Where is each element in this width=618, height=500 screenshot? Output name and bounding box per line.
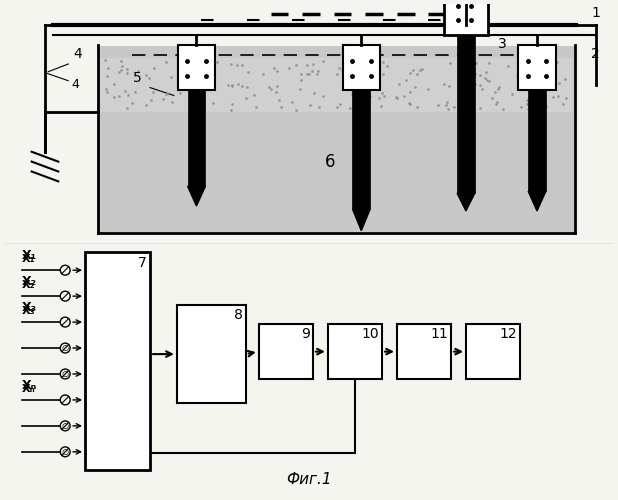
Text: 8: 8 <box>234 308 243 322</box>
Bar <box>528 88 546 191</box>
Text: 11: 11 <box>430 328 448 342</box>
Text: 2: 2 <box>591 47 600 61</box>
Bar <box>444 0 488 36</box>
Bar <box>466 324 520 379</box>
Text: 3: 3 <box>497 37 506 51</box>
Text: 1: 1 <box>591 6 600 20</box>
Text: 5: 5 <box>133 70 142 85</box>
Text: X₂: X₂ <box>22 275 36 288</box>
Text: 10: 10 <box>362 328 379 342</box>
Text: $\varnothing$: $\varnothing$ <box>61 447 69 457</box>
Polygon shape <box>188 186 205 206</box>
Text: 9: 9 <box>301 328 310 342</box>
Text: Xₙ: Xₙ <box>22 384 35 394</box>
Text: X₁: X₁ <box>22 250 37 262</box>
Text: X₃: X₃ <box>22 306 35 316</box>
Bar <box>99 58 572 112</box>
Text: 4: 4 <box>71 78 79 91</box>
Bar <box>342 45 380 90</box>
Bar <box>352 88 370 209</box>
Text: 4: 4 <box>73 47 82 61</box>
Text: Фиг.1: Фиг.1 <box>286 472 332 488</box>
Bar <box>457 36 475 193</box>
Text: Xₙ: Xₙ <box>22 379 37 392</box>
Bar <box>188 88 205 186</box>
Bar <box>519 45 556 90</box>
Bar <box>259 324 313 379</box>
Bar <box>178 45 215 90</box>
Polygon shape <box>457 193 475 211</box>
Text: 7: 7 <box>137 256 146 270</box>
Bar <box>328 324 382 379</box>
Text: X₁: X₁ <box>22 254 35 264</box>
Polygon shape <box>528 191 546 211</box>
Bar <box>397 324 451 379</box>
Polygon shape <box>352 209 370 231</box>
Text: 12: 12 <box>499 328 517 342</box>
Bar <box>99 46 574 232</box>
Text: $\varnothing$: $\varnothing$ <box>61 421 69 431</box>
Bar <box>85 252 150 470</box>
Text: X₃: X₃ <box>22 301 37 314</box>
Text: X₂: X₂ <box>22 280 35 290</box>
Text: 6: 6 <box>324 152 335 170</box>
Text: $\varnothing$: $\varnothing$ <box>61 343 69 353</box>
Bar <box>177 304 246 404</box>
Text: $\varnothing$: $\varnothing$ <box>61 369 69 379</box>
